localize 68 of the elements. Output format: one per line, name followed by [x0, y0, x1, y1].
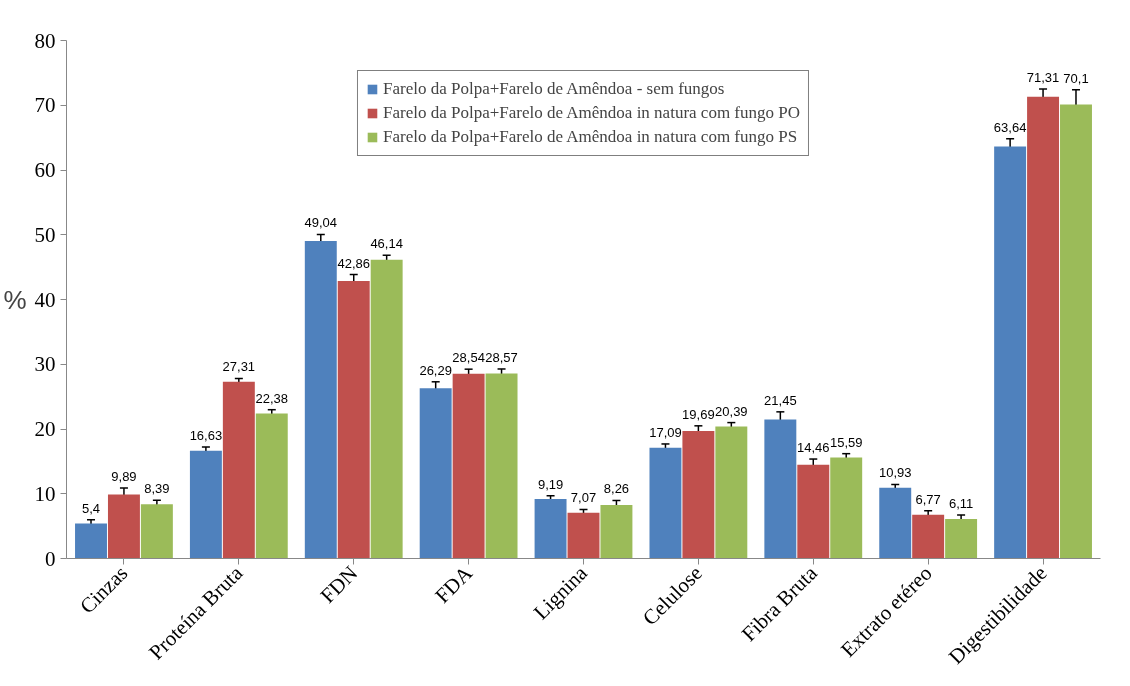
data-label: 8,39 [144, 481, 170, 497]
bar [189, 450, 222, 559]
data-label: 20,39 [715, 403, 748, 419]
data-label: 7,07 [570, 490, 597, 506]
bar [485, 373, 518, 559]
legend-label: Farelo da Polpa+Farelo de Amêndoa in natura com fungo PS [382, 127, 798, 147]
y-tick-label: 50 [34, 222, 56, 247]
legend-label: Farelo da Polpa+Farelo de Amêndoa in natura com fungo PO [382, 103, 801, 123]
bar [830, 457, 863, 559]
bar [222, 381, 255, 559]
data-label: 42,86 [337, 255, 370, 271]
bar [75, 523, 107, 559]
data-label: 27,31 [222, 359, 256, 375]
bar [534, 498, 567, 559]
bar [255, 413, 288, 559]
y-tick-label: 70 [34, 93, 56, 118]
data-label: 17,09 [649, 424, 682, 440]
y-axis-title: % [3, 284, 27, 315]
data-label: 46,14 [370, 236, 403, 252]
bar [1060, 104, 1092, 559]
data-label: 10,93 [878, 465, 912, 481]
y-tick-label: 60 [34, 158, 56, 182]
bar [304, 240, 337, 559]
bar [715, 426, 748, 559]
data-label: 16,63 [189, 427, 223, 443]
bar [337, 280, 370, 559]
bar [994, 146, 1027, 559]
data-label: 9,19 [537, 476, 564, 492]
data-label: 22,38 [255, 390, 289, 406]
data-label: 63,64 [993, 119, 1027, 135]
bar [107, 494, 140, 559]
data-label: 9,89 [111, 468, 137, 484]
data-label: 21,45 [764, 392, 797, 408]
data-label: 6,77 [915, 491, 941, 507]
bar [912, 514, 945, 559]
bar [140, 504, 173, 559]
y-tick-label: 30 [34, 352, 56, 377]
data-label: 19,69 [682, 406, 715, 422]
bar [649, 447, 682, 559]
bar [370, 259, 403, 559]
data-label: 14,46 [797, 440, 830, 456]
bar [1027, 96, 1060, 559]
bar [452, 373, 485, 559]
data-label: 28,57 [485, 349, 518, 365]
data-label: 6,11 [948, 496, 974, 512]
bar [879, 487, 912, 559]
y-tick-label: 0 [45, 546, 56, 571]
data-label: 5,4 [81, 500, 101, 516]
y-tick-label: 20 [34, 417, 56, 441]
data-label: 26,29 [419, 362, 452, 378]
legend-label: Farelo da Polpa+Farelo de Amêndoa - sem fungos [382, 79, 725, 99]
bar [600, 505, 633, 559]
bar [945, 518, 978, 559]
data-label: 71,31 [1026, 70, 1060, 85]
bar [682, 431, 715, 559]
bar [567, 512, 600, 559]
y-tick-label: 80 [34, 28, 56, 53]
data-label: 8,26 [603, 481, 630, 497]
data-label: 70,1 [1063, 70, 1089, 86]
y-tick-label: 40 [34, 287, 56, 312]
bar [419, 388, 452, 559]
bar [797, 464, 830, 559]
data-label: 15,59 [829, 434, 863, 450]
data-label: 49,04 [304, 215, 338, 231]
y-tick-label: 10 [34, 481, 56, 506]
data-label: 28,54 [452, 350, 485, 366]
bar [764, 419, 797, 559]
x-tick-label: FDA [430, 560, 478, 608]
